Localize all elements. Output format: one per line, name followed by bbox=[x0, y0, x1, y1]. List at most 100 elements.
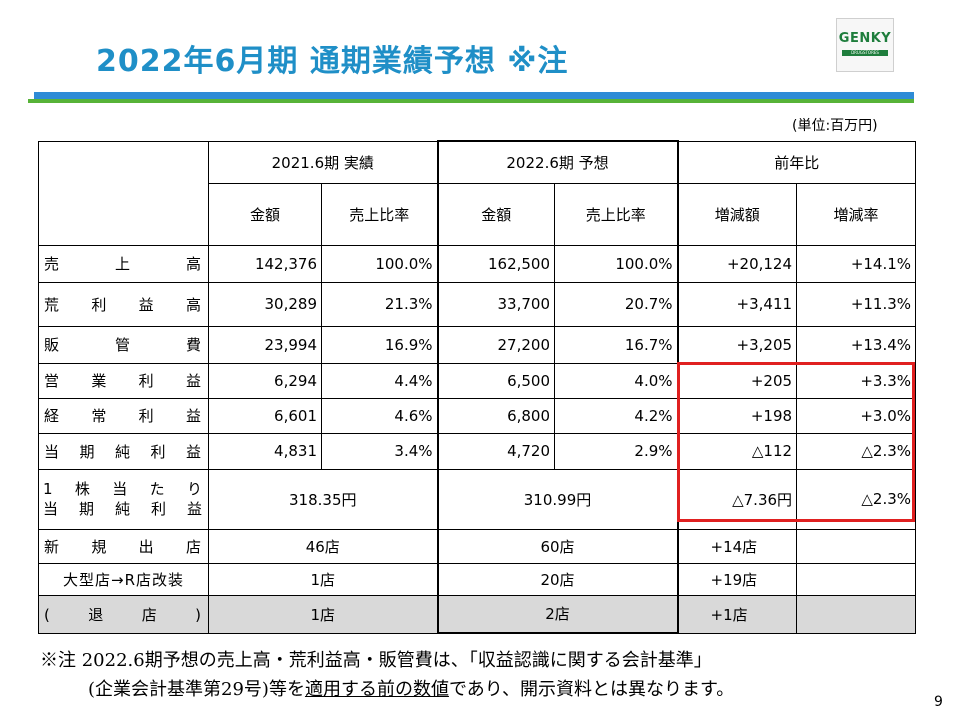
footnote-line2-post: であり、開示資料とは異なります。 bbox=[448, 679, 735, 700]
footnote-underlined: 適用する前の数値 bbox=[304, 679, 449, 700]
footnote-line2-pre: (企業会計基準第29号)等を bbox=[88, 679, 305, 700]
amount-2022: 4,720 bbox=[436, 432, 556, 470]
change-amount: +3,205 bbox=[677, 325, 798, 364]
unit-label: (単位:百万円) bbox=[792, 118, 878, 134]
table-row: 経常利益 6,601 4.6% 6,800 4.2% +198 +3.0% bbox=[38, 397, 917, 434]
subheader-ratio-2022: 売上比率 bbox=[554, 182, 679, 246]
row-label: 販管費 bbox=[38, 325, 209, 364]
ratio-2022: 4.2% bbox=[554, 397, 679, 434]
row-label-eps: 1株当たり 当期純利益 bbox=[38, 468, 209, 530]
footnote-line2: (企業会計基準第29号)等を適用する前の数値であり、開示資料とは異なります。 bbox=[40, 675, 734, 704]
stores-empty bbox=[796, 594, 917, 634]
eps-label-line1: 1株当たり bbox=[43, 480, 204, 498]
amount-2021: 6,294 bbox=[208, 362, 322, 399]
eps-2022: 310.99円 bbox=[436, 468, 679, 530]
row-label: 経常利益 bbox=[38, 397, 209, 434]
stores-empty bbox=[796, 528, 917, 564]
ratio-2021: 100.0% bbox=[320, 244, 439, 283]
table-row: 販管費 23,994 16.9% 27,200 16.7% +3,205 +13… bbox=[38, 325, 917, 364]
amount-2021: 142,376 bbox=[208, 244, 322, 283]
eps-label-line2: 当期純利益 bbox=[43, 500, 204, 518]
table-row: 新規出店 46店 60店 +14店 bbox=[38, 528, 917, 564]
stores-2022: 20店 bbox=[436, 562, 679, 596]
change-amount: +20,124 bbox=[677, 244, 798, 283]
table-row: 売上高 142,376 100.0% 162,500 100.0% +20,12… bbox=[38, 244, 917, 283]
table-row-eps: 1株当たり 当期純利益 318.35円 310.99円 △7.36円 △2.3% bbox=[38, 468, 917, 530]
change-amount: +198 bbox=[677, 397, 798, 434]
page-title: 2022年6月期 通期業績予想 ※注 bbox=[96, 44, 569, 79]
ratio-2021: 3.4% bbox=[320, 432, 439, 470]
ratio-2022: 16.7% bbox=[554, 325, 679, 364]
subheader-amount-2021: 金額 bbox=[208, 182, 322, 246]
table-row: 荒利益高 30,289 21.3% 33,700 20.7% +3,411 +1… bbox=[38, 281, 917, 327]
header-fy2021: 2021.6期 実績 bbox=[207, 140, 439, 184]
stores-change: +1店 bbox=[677, 594, 798, 634]
subheader-ratio-2021: 売上比率 bbox=[320, 182, 439, 246]
logo-text: GENKY bbox=[838, 31, 892, 46]
table-row: 営業利益 6,294 4.4% 6,500 4.0% +205 +3.3% bbox=[38, 362, 917, 399]
table-row: (退店) 1店 2店 +1店 bbox=[38, 594, 917, 634]
ratio-2021: 4.6% bbox=[320, 397, 439, 434]
subheader-change: 増減額 bbox=[677, 182, 798, 246]
eps-2021: 318.35円 bbox=[207, 468, 439, 530]
row-label: (退店) bbox=[38, 594, 209, 634]
stores-empty bbox=[796, 562, 917, 596]
forecast-table: 2021.6期 実績 2022.6期 予想 前年比 金額 売上比率 金額 売上比… bbox=[38, 140, 917, 634]
row-label: 当期純利益 bbox=[38, 432, 209, 470]
amount-2021: 23,994 bbox=[208, 325, 322, 364]
change-rate: +11.3% bbox=[796, 281, 917, 327]
change-amount: +3,411 bbox=[677, 281, 798, 327]
change-rate: +3.3% bbox=[796, 362, 917, 399]
change-rate: +14.1% bbox=[796, 244, 917, 283]
ratio-2021: 21.3% bbox=[320, 281, 439, 327]
ratio-2022: 100.0% bbox=[554, 244, 679, 283]
amount-2021: 6,601 bbox=[208, 397, 322, 434]
ratio-2021: 16.9% bbox=[320, 325, 439, 364]
amount-2022: 33,700 bbox=[436, 281, 556, 327]
page-number: 9 bbox=[934, 694, 943, 710]
header-fy2022: 2022.6期 予想 bbox=[436, 140, 679, 184]
change-amount: +205 bbox=[677, 362, 798, 399]
stores-2021: 46店 bbox=[207, 528, 439, 564]
stores-change: +14店 bbox=[677, 528, 798, 564]
amount-2022: 6,800 bbox=[436, 397, 556, 434]
amount-2022: 27,200 bbox=[436, 325, 556, 364]
header-yoy: 前年比 bbox=[677, 140, 917, 184]
change-amount: △112 bbox=[677, 432, 798, 470]
ratio-2022: 20.7% bbox=[554, 281, 679, 327]
header-rule-green bbox=[28, 99, 914, 103]
row-label: 大型店→R店改装 bbox=[38, 562, 209, 596]
change-rate: +13.4% bbox=[796, 325, 917, 364]
corner-cell bbox=[38, 140, 209, 246]
logo-subtext: DRUGSTORES bbox=[851, 50, 879, 55]
stores-2022: 2店 bbox=[436, 594, 679, 634]
eps-change-rate: △2.3% bbox=[796, 468, 917, 530]
row-label: 新規出店 bbox=[38, 528, 209, 564]
stores-change: +19店 bbox=[677, 562, 798, 596]
eps-change: △7.36円 bbox=[677, 468, 798, 530]
stores-2021: 1店 bbox=[207, 594, 439, 634]
subheader-amount-2022: 金額 bbox=[436, 182, 556, 246]
logo-bar bbox=[842, 50, 888, 56]
change-rate: +3.0% bbox=[796, 397, 917, 434]
row-label: 営業利益 bbox=[38, 362, 209, 399]
amount-2022: 6,500 bbox=[436, 362, 556, 399]
row-label: 荒利益高 bbox=[38, 281, 209, 327]
table-row: 大型店→R店改装 1店 20店 +19店 bbox=[38, 562, 917, 596]
footnote: ※注 2022.6期予想の売上高・荒利益高・販管費は、「収益認識に関する会計基準… bbox=[40, 646, 734, 704]
stores-2022: 60店 bbox=[436, 528, 679, 564]
row-label: 売上高 bbox=[38, 244, 209, 283]
amount-2021: 4,831 bbox=[208, 432, 322, 470]
ratio-2022: 2.9% bbox=[554, 432, 679, 470]
subheader-change-rate: 増減率 bbox=[796, 182, 917, 246]
genky-logo: GENKY DRUGSTORES bbox=[836, 18, 894, 72]
ratio-2021: 4.4% bbox=[320, 362, 439, 399]
ratio-2022: 4.0% bbox=[554, 362, 679, 399]
header-rule-blue bbox=[34, 92, 914, 99]
amount-2021: 30,289 bbox=[208, 281, 322, 327]
change-rate: △2.3% bbox=[796, 432, 917, 470]
table-row: 当期純利益 4,831 3.4% 4,720 2.9% △112 △2.3% bbox=[38, 432, 917, 470]
footnote-line1: ※注 2022.6期予想の売上高・荒利益高・販管費は、「収益認識に関する会計基準… bbox=[40, 650, 712, 671]
amount-2022: 162,500 bbox=[436, 244, 556, 283]
stores-2021: 1店 bbox=[207, 562, 439, 596]
